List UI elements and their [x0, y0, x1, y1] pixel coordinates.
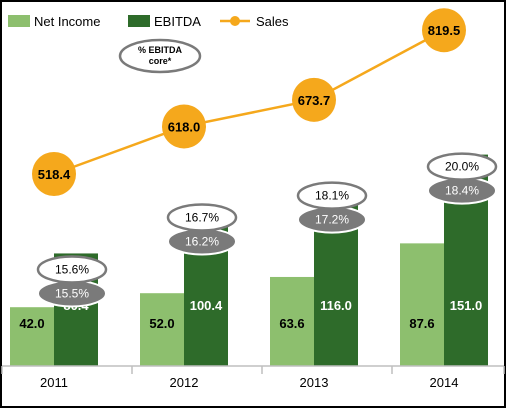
sales-marker-2013 [292, 77, 336, 122]
sales-marker-2011 [32, 152, 76, 196]
annotation-ebitda-core: % EBITDA core* [118, 38, 202, 74]
sales-line: 518.4 618.0 673.7 819.5 [32, 8, 466, 196]
bar-net-income-2011 [10, 307, 54, 366]
sales-marker-2012 [162, 104, 206, 149]
legend-swatch-net-income [8, 15, 30, 27]
bar-net-income-2014 [400, 243, 444, 366]
legend: Net Income EBITDA Sales [8, 14, 289, 29]
core-margin-label-2014: 18.4% [445, 184, 479, 198]
annotation-ellipse [118, 38, 202, 74]
sales-label-2014: 819.5 [428, 23, 461, 38]
x-tick-2011: 2011 [40, 375, 68, 390]
x-tick-2013: 2013 [300, 375, 329, 390]
data-label-net-income-2011: 42.0 [19, 316, 44, 331]
data-label-net-income-2013: 63.6 [279, 316, 304, 331]
ebitda-margin-label-2013: 18.1% [315, 189, 349, 203]
annotation-text-line2: core* [149, 56, 172, 66]
legend-swatch-ebitda [128, 15, 150, 27]
x-tick-2012: 2012 [170, 375, 199, 390]
sales-label-2013: 673.7 [298, 93, 331, 108]
bar-net-income-2013 [270, 276, 314, 366]
core-margin-label-2012: 16.2% [185, 234, 219, 248]
ebitda-margin-badge-2011 [36, 255, 108, 284]
sales-label-2011: 518.4 [38, 167, 71, 182]
data-label-ebitda-2012: 100.4 [190, 298, 223, 313]
core-margin-label-2013: 17.2% [315, 213, 349, 227]
data-label-ebitda-2013: 116.0 [320, 298, 352, 313]
data-label-ebitda-2014: 151.0 [450, 298, 483, 313]
legend-label-sales: Sales [256, 14, 289, 29]
ebitda-margin-label-2011: 15.6% [55, 262, 89, 276]
legend-label-net-income: Net Income [34, 14, 100, 29]
ebitda-margin-label-2012: 16.7% [185, 210, 219, 224]
x-axis: 2011 2012 2013 2014 [1, 365, 505, 390]
data-label-net-income-2012: 52.0 [149, 316, 174, 331]
ebitda-margin-label-2014: 20.0% [445, 160, 479, 174]
core-margin-label-2011: 15.5% [55, 286, 89, 300]
margin-labels: 15.5% 15.6% 16.2% 16.7% 17.2% 18.1% 18.4% 20.0% [36, 152, 498, 308]
ebitda-margin-badge-2013 [296, 181, 368, 210]
sales-label-2012: 618.0 [168, 119, 201, 134]
sales-marker-2014 [422, 8, 466, 53]
ebitda-margin-badge-2014 [426, 152, 498, 181]
data-label-net-income-2014: 87.6 [409, 316, 434, 331]
annotation-text-line1: % EBITDA [138, 45, 183, 55]
bar-net-income-2012 [140, 293, 184, 366]
x-tick-2014: 2014 [430, 375, 459, 390]
sales-polyline [53, 29, 445, 176]
legend-marker-sales [230, 16, 240, 26]
legend-label-ebitda: EBITDA [154, 14, 201, 29]
ebitda-margin-badge-2012 [166, 203, 238, 232]
